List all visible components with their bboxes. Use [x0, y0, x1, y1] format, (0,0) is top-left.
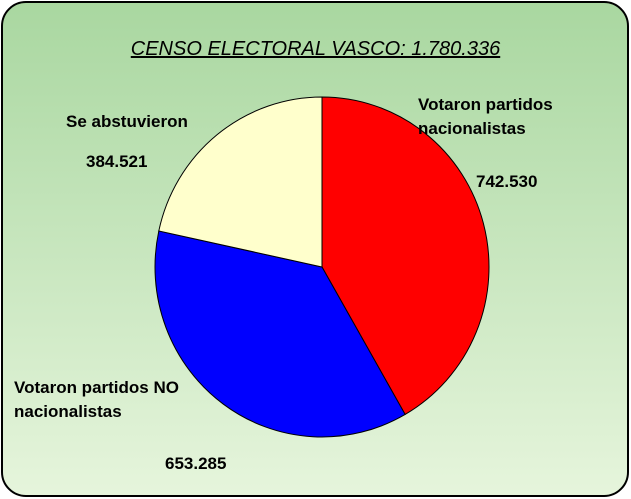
- slice-label: Votaron partidos nacionalistas: [418, 95, 553, 138]
- value-label: 742.530: [476, 172, 538, 191]
- slice-label: Se abstuvieron: [66, 112, 188, 131]
- value-label: 384.521: [86, 152, 148, 171]
- pie-slice: [321, 96, 490, 416]
- pie-slice: [154, 230, 406, 438]
- chart-title: CENSO ELECTORAL VASCO: 1.780.336: [130, 38, 501, 60]
- value-label: 653.285: [165, 454, 227, 473]
- pie-slice: [158, 96, 323, 268]
- slice-label: Votaron partidos NO nacionalistas: [14, 378, 179, 421]
